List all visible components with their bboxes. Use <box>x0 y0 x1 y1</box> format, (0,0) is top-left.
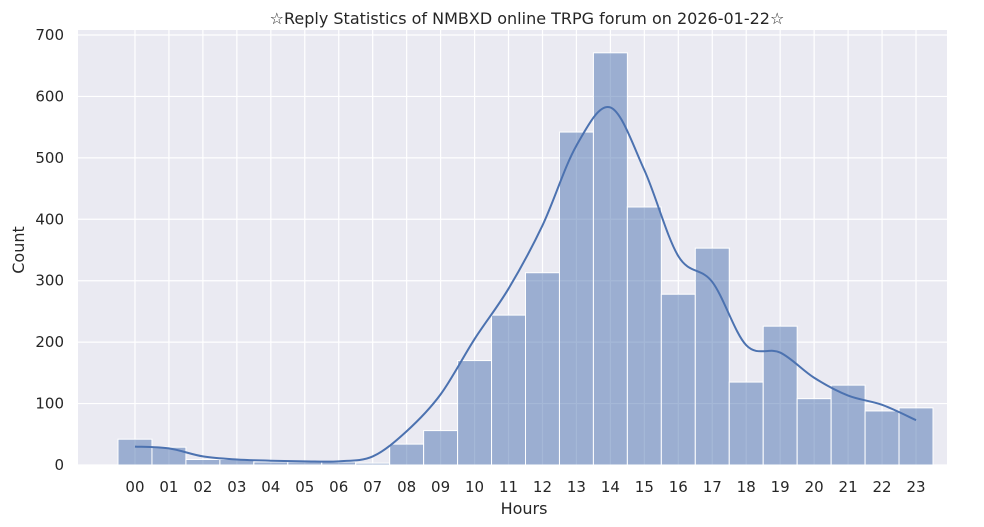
bar-10 <box>457 360 493 466</box>
kde-line <box>134 106 917 463</box>
bar-12 <box>525 272 560 466</box>
x-tick-label: 00 <box>125 478 144 496</box>
x-tick-label: 09 <box>431 478 450 496</box>
bar-07 <box>355 462 391 466</box>
bar-17 <box>694 247 730 466</box>
x-tick-labels: 00 01 02 03 04 05 06 07 08 09 10 11 12 13 14 15 16 17 18 19… <box>125 478 925 496</box>
x-tick-label: 23 <box>906 478 925 496</box>
y-axis-label: Count <box>9 226 28 274</box>
x-tick-label: 03 <box>227 478 246 496</box>
x-tick-label: 13 <box>567 478 586 496</box>
x-tick-label: 11 <box>499 478 518 496</box>
bar-08 <box>389 443 425 466</box>
y-tick-labels: 0 100 200 300 400 500 600 700 <box>35 26 64 474</box>
y-tick-label: 400 <box>35 210 64 228</box>
x-tick-label: 17 <box>703 478 722 496</box>
x-tick-label: 16 <box>669 478 688 496</box>
y-tick-label: 200 <box>35 333 64 351</box>
x-tick-label: 12 <box>533 478 552 496</box>
bar-09 <box>423 430 459 466</box>
x-tick-label: 06 <box>329 478 348 496</box>
x-tick-label: 22 <box>873 478 892 496</box>
bar-02 <box>185 458 221 466</box>
bar-23 <box>898 407 934 466</box>
bar-14 <box>592 52 628 466</box>
x-tick-label: 19 <box>771 478 790 496</box>
y-tick-label: 700 <box>35 26 64 44</box>
x-tick-label: 02 <box>193 478 212 496</box>
bar-19 <box>762 325 798 466</box>
x-tick-label: 15 <box>635 478 654 496</box>
bar-22 <box>864 410 900 466</box>
x-tick-label: 05 <box>295 478 314 496</box>
x-tick-label: 04 <box>261 478 280 496</box>
y-tick-label: 100 <box>35 395 64 413</box>
bar-15 <box>626 206 662 466</box>
bar-16 <box>660 293 696 466</box>
bar-01 <box>151 446 187 466</box>
bar-04 <box>253 461 289 466</box>
x-tick-label: 21 <box>839 478 858 496</box>
x-tick-label: 18 <box>737 478 756 496</box>
bar-18 <box>728 381 764 466</box>
x-tick-label: 01 <box>159 478 178 496</box>
x-tick-label: 20 <box>805 478 824 496</box>
x-tick-label: 07 <box>363 478 382 496</box>
bar-00 <box>117 438 153 466</box>
y-tick-label: 600 <box>35 87 64 105</box>
x-tick-label: 10 <box>465 478 484 496</box>
y-tick-label: 300 <box>35 272 64 290</box>
y-tick-label: 500 <box>35 149 64 167</box>
bar-13 <box>558 131 594 466</box>
bar-11 <box>491 314 526 466</box>
chart-title: ☆Reply Statistics of NMBXD online TRPG f… <box>270 9 785 28</box>
bars-group <box>117 52 934 466</box>
bar-21 <box>830 384 866 466</box>
x-tick-label: 14 <box>601 478 620 496</box>
x-tick-label: 08 <box>397 478 416 496</box>
x-axis-label: Hours <box>501 499 548 518</box>
y-tick-label: 0 <box>54 456 64 474</box>
bar-20 <box>796 398 832 466</box>
